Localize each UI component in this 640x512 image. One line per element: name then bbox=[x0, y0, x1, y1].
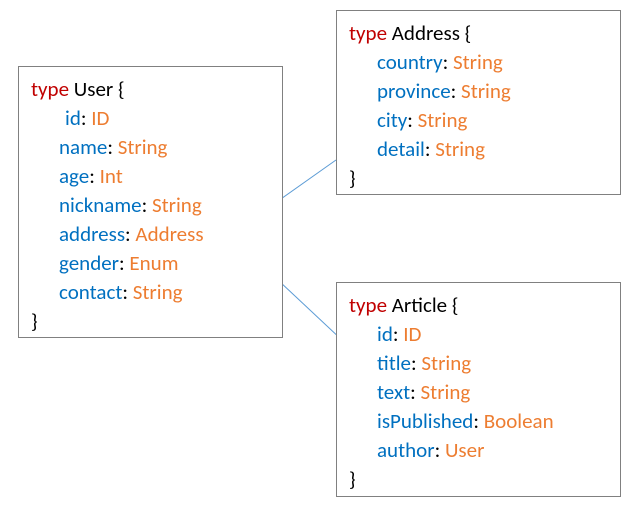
keyword-type: type bbox=[349, 292, 387, 318]
field-type: String bbox=[461, 78, 511, 104]
field-list: country: Stringprovince: Stringcity: Str… bbox=[377, 48, 608, 164]
field-name: age bbox=[59, 163, 89, 189]
field-type: Enum bbox=[129, 250, 178, 276]
brace-open: { bbox=[465, 20, 472, 46]
field-type: String bbox=[418, 107, 468, 133]
type-header: type User { bbox=[31, 75, 270, 104]
field-line: name: String bbox=[59, 133, 270, 162]
field-name: gender bbox=[59, 250, 119, 276]
field-line: isPublished: Boolean bbox=[377, 407, 608, 436]
field-name: province bbox=[377, 78, 451, 104]
field-type: String bbox=[421, 379, 471, 405]
field-type: String bbox=[453, 49, 503, 75]
field-type: String bbox=[133, 279, 183, 305]
field-name: id bbox=[65, 105, 81, 131]
colon: : bbox=[125, 221, 135, 247]
colon: : bbox=[122, 279, 132, 305]
colon: : bbox=[473, 408, 483, 434]
colon: : bbox=[89, 163, 99, 189]
field-line: city: String bbox=[377, 106, 608, 135]
field-name: nickname bbox=[59, 192, 142, 218]
type-header: type Article { bbox=[349, 291, 608, 320]
brace-close: } bbox=[31, 307, 270, 336]
brace-open: { bbox=[452, 292, 459, 318]
field-type: String bbox=[152, 192, 202, 218]
field-type: String bbox=[421, 350, 471, 376]
field-type: String bbox=[118, 134, 168, 160]
field-line: gender: Enum bbox=[59, 249, 270, 278]
keyword-type: type bbox=[31, 76, 69, 102]
field-line: id: ID bbox=[377, 320, 608, 349]
field-name: name bbox=[59, 134, 107, 160]
colon: : bbox=[425, 136, 435, 162]
field-name: detail bbox=[377, 136, 425, 162]
field-type: User bbox=[445, 437, 484, 463]
field-list: id: IDtitle: Stringtext: StringisPublish… bbox=[377, 320, 608, 465]
diagram-canvas: type User {id: IDname: Stringage: Intnic… bbox=[0, 0, 640, 512]
type-name: User bbox=[74, 76, 113, 102]
field-type: Boolean bbox=[484, 408, 554, 434]
field-type: Address bbox=[135, 221, 203, 247]
field-type: String bbox=[435, 136, 485, 162]
colon: : bbox=[435, 437, 445, 463]
field-type: ID bbox=[403, 321, 421, 347]
type-name: Address bbox=[392, 20, 460, 46]
field-name: city bbox=[377, 107, 407, 133]
colon: : bbox=[107, 134, 117, 160]
field-line: province: String bbox=[377, 77, 608, 106]
field-name: id bbox=[377, 321, 393, 347]
field-line: title: String bbox=[377, 349, 608, 378]
colon: : bbox=[407, 107, 417, 133]
keyword-type: type bbox=[349, 20, 387, 46]
field-name: country bbox=[377, 49, 443, 75]
colon: : bbox=[410, 379, 420, 405]
colon: : bbox=[393, 321, 403, 347]
colon: : bbox=[451, 78, 461, 104]
field-type: ID bbox=[91, 105, 109, 131]
type-box-user: type User {id: IDname: Stringage: Intnic… bbox=[18, 66, 283, 338]
type-box-article: type Article {id: IDtitle: Stringtext: S… bbox=[336, 282, 621, 497]
colon: : bbox=[443, 49, 453, 75]
field-type: Int bbox=[100, 163, 123, 189]
colon: : bbox=[81, 105, 91, 131]
type-header: type Address { bbox=[349, 19, 608, 48]
field-name: isPublished bbox=[377, 408, 473, 434]
brace-close: } bbox=[349, 465, 608, 494]
field-name: text bbox=[377, 379, 410, 405]
brace-open: { bbox=[118, 76, 125, 102]
field-name: contact bbox=[59, 279, 122, 305]
field-line: country: String bbox=[377, 48, 608, 77]
type-name: Article bbox=[392, 292, 447, 318]
field-line: address: Address bbox=[59, 220, 270, 249]
field-line: detail: String bbox=[377, 135, 608, 164]
brace-close: } bbox=[349, 164, 608, 193]
field-line: text: String bbox=[377, 378, 608, 407]
field-line: id: ID bbox=[59, 104, 270, 133]
field-name: title bbox=[377, 350, 411, 376]
type-box-address: type Address {country: Stringprovince: S… bbox=[336, 10, 621, 195]
field-name: author bbox=[377, 437, 435, 463]
colon: : bbox=[411, 350, 421, 376]
colon: : bbox=[142, 192, 152, 218]
field-line: nickname: String bbox=[59, 191, 270, 220]
colon: : bbox=[119, 250, 129, 276]
field-line: author: User bbox=[377, 436, 608, 465]
field-line: age: Int bbox=[59, 162, 270, 191]
field-line: contact: String bbox=[59, 278, 270, 307]
field-name: address bbox=[59, 221, 125, 247]
field-list: id: IDname: Stringage: Intnickname: Stri… bbox=[59, 104, 270, 307]
